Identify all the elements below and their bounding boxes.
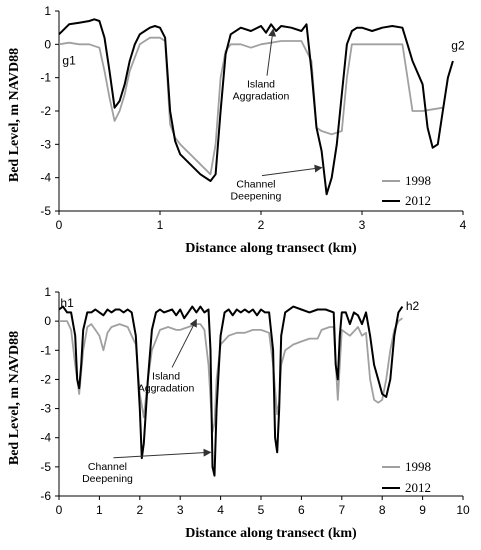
y-tick-label: -3 [40, 137, 51, 151]
annotation-text: Aggradation [138, 382, 195, 394]
x-tick-label: 3 [177, 503, 184, 517]
y-tick-label: -5 [40, 460, 51, 474]
annotation-arrow [113, 448, 212, 459]
legend-label-1998: 1998 [405, 173, 431, 188]
legend-label-2012: 2012 [405, 193, 431, 208]
transect-end-label: g2 [451, 38, 465, 52]
x-axis-title: Distance along transect (km) [185, 241, 357, 256]
x-tick-label: 4 [460, 218, 467, 232]
y-tick-label: 0 [44, 37, 51, 51]
x-tick-label: 3 [359, 218, 366, 232]
annotation-arrow [261, 164, 323, 177]
y-tick-label: -2 [40, 372, 51, 386]
transect-end-label: h1 [60, 296, 74, 310]
x-tick-label: 9 [419, 503, 426, 517]
y-tick-label: 1 [44, 4, 51, 18]
annotation-text: Channel [88, 461, 127, 473]
transect-end-label: h2 [406, 299, 420, 313]
x-tick-label: 10 [456, 503, 470, 517]
y-tick-label: -6 [40, 489, 51, 503]
x-tick-label: 4 [217, 503, 224, 517]
annotation-text: Island [247, 79, 275, 91]
transect-end-label: g1 [62, 53, 76, 67]
x-tick-label: 0 [56, 503, 63, 517]
annotation-text: Channel [236, 179, 275, 191]
series-line-1998 [58, 36, 443, 176]
x-tick-label: 8 [379, 503, 386, 517]
x-tick-label: 5 [258, 503, 265, 517]
y-tick-label: -1 [40, 343, 51, 357]
annotation-arrow [171, 318, 197, 368]
y-tick-label: 1 [44, 285, 51, 299]
y-tick-label: -1 [40, 71, 51, 85]
x-tick-label: 7 [338, 503, 345, 517]
annotation-text: Island [152, 370, 180, 382]
y-tick-label: -2 [40, 104, 51, 118]
chart-1: 1 0 -1 -2 -3 -4 -5 0 1 2 3 4 Distance along transect… [7, 4, 467, 256]
x-tick-label: 1 [157, 218, 164, 232]
series-line-1998 [59, 317, 403, 433]
x-tick-label: 2 [136, 503, 143, 517]
x-tick-label: 0 [56, 218, 63, 232]
y-tick-label: -4 [40, 171, 51, 185]
x-tick-label: 2 [258, 218, 265, 232]
y-tick-label: -4 [40, 431, 51, 445]
y-tick-label: -3 [40, 402, 51, 416]
y-axis-title: Bed Level, m NAVD88 [7, 48, 22, 182]
series-line-2012 [58, 305, 404, 477]
legend-label-2012: 2012 [405, 480, 431, 495]
x-axis-title: Distance along transect (km) [185, 526, 357, 541]
y-axis-title: Bed Level, m NAVD88 [7, 331, 22, 465]
y-tick-label: -5 [40, 204, 51, 218]
y-tick-label: 0 [44, 314, 51, 328]
annotation-arrow [266, 28, 277, 76]
annotation-text: Aggradation [233, 91, 290, 103]
x-tick-label: 1 [96, 503, 103, 517]
legend-label-1998: 1998 [405, 459, 431, 474]
x-tick-label: 6 [298, 503, 305, 517]
annotation-text: Deepening [231, 191, 282, 203]
series-line-2012 [58, 18, 454, 196]
annotation-text: Deepening [82, 473, 133, 485]
